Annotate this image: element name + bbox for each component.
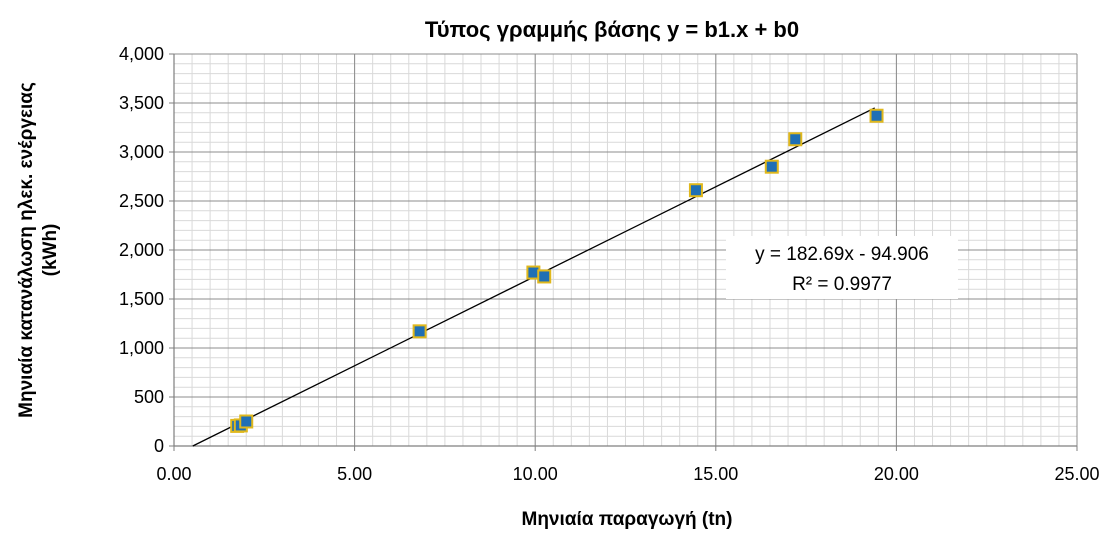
y-tick-label: 2,000 (119, 240, 164, 260)
y-tick-label: 1,500 (119, 289, 164, 309)
data-point (412, 324, 427, 339)
tick-labels: 0.00 5.00 10.00 15.00 20.00 25.00 0 500 1,000 1,5… (119, 44, 1100, 484)
y-axis-title-line2: (kWh) (40, 224, 61, 277)
x-tick-label: 20.00 (874, 464, 919, 484)
trendline-equation-box: y = 182.69x - 94.906 R² = 0.9977 (726, 236, 958, 299)
y-tick-label: 4,000 (119, 44, 164, 64)
y-tick-label: 1,000 (119, 338, 164, 358)
x-tick-label: 0.00 (156, 464, 191, 484)
y-axis-title-line1: Μηνιαία κατανάλωση ηλεκ. ενέργειας (16, 82, 37, 418)
y-tick-label: 3,000 (119, 142, 164, 162)
trendline-r-squared: R² = 0.9977 (792, 274, 892, 295)
grid (173, 53, 1078, 447)
data-point (688, 183, 703, 198)
trendline-equation: y = 182.69x - 94.906 (755, 244, 929, 265)
x-tick-label: 5.00 (337, 464, 372, 484)
data-points (230, 108, 884, 433)
y-tick-label: 500 (134, 387, 164, 407)
x-tick-label: 25.00 (1054, 464, 1099, 484)
y-tick-label: 0 (154, 436, 164, 456)
x-tick-label: 15.00 (693, 464, 738, 484)
chart-title: Τύπος γραμμής βάσης y = b1.x + b0 (425, 17, 799, 42)
data-point (764, 159, 779, 174)
data-point (788, 132, 803, 147)
data-point (239, 414, 254, 429)
x-tick-label: 10.00 (513, 464, 558, 484)
data-point (537, 269, 552, 284)
axes (169, 53, 1078, 451)
x-axis-title: Μηνιαία παραγωγή (tn) (522, 509, 733, 530)
data-point (869, 108, 884, 123)
y-tick-label: 3,500 (119, 93, 164, 113)
y-axis-title: Μηνιαία κατανάλωση ηλεκ. ενέργειας (kWh) (16, 82, 61, 418)
y-tick-label: 2,500 (119, 191, 164, 211)
